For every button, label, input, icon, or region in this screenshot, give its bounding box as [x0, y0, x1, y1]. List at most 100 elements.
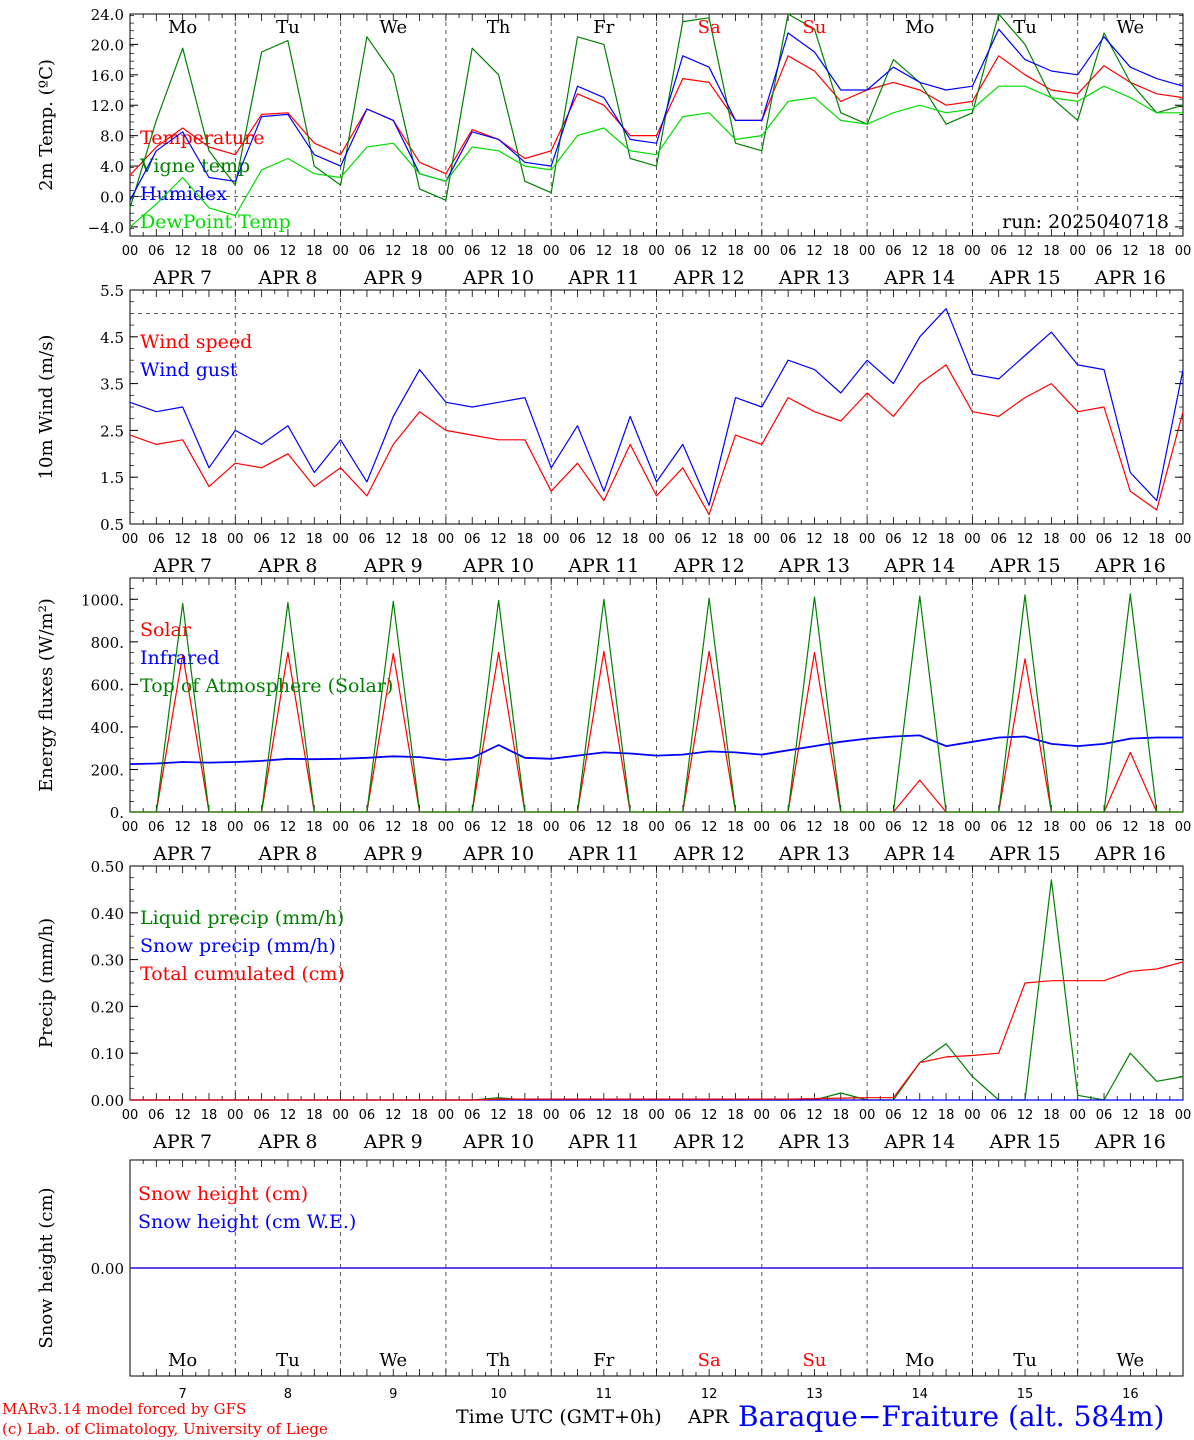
y-tick-label: 1.5 [100, 469, 124, 487]
date-label: APR 10 [462, 1131, 534, 1153]
legend-entry: Wind gust [140, 359, 238, 381]
hour-tick-label: 18 [622, 1108, 639, 1123]
hour-tick-label: 12 [174, 820, 191, 835]
date-label: APR 10 [462, 843, 534, 865]
day-number-label: 11 [596, 1387, 613, 1402]
hour-tick-label: 00 [754, 820, 771, 835]
hour-tick-label: 12 [701, 820, 718, 835]
legend-entry: Snow height (cm W.E.) [138, 1211, 356, 1233]
hour-tick-label: 00 [648, 820, 665, 835]
hour-tick-label: 00 [332, 244, 349, 259]
day-name-label: Mo [905, 1350, 934, 1371]
y-tick-label: 24.0 [91, 6, 124, 24]
hour-tick-label: 00 [648, 532, 665, 547]
hour-tick-label: 00 [648, 1108, 665, 1123]
y-tick-label: 8.0 [100, 128, 124, 146]
day-name-label: We [1117, 1350, 1145, 1371]
hour-tick-label: 00 [754, 532, 771, 547]
date-label: APR 10 [462, 555, 534, 577]
hour-tick-label: 06 [464, 1108, 481, 1123]
y-tick-label: 20.0 [91, 36, 124, 54]
hour-tick-label: 06 [464, 244, 481, 259]
y-tick-label: 2.5 [100, 422, 124, 440]
hour-tick-label: 12 [1122, 820, 1139, 835]
hour-tick-label: 12 [806, 1108, 823, 1123]
date-label: APR 13 [778, 555, 850, 577]
hour-tick-label: 06 [990, 820, 1007, 835]
date-label: APR 14 [883, 555, 955, 577]
date-label: APR 15 [989, 555, 1061, 577]
hour-tick-label: 00 [964, 1108, 981, 1123]
hour-tick-label: 00 [122, 1108, 139, 1123]
day-name-label: Th [487, 17, 511, 38]
footer-credit-1: MARv3.14 model forced by GFS [2, 1400, 247, 1418]
y-axis-label: 10m Wind (m/s) [36, 335, 57, 480]
date-label: APR 15 [989, 843, 1061, 865]
station-title: Baraque−Fraiture (alt. 584m) [738, 1400, 1165, 1433]
hour-tick-label: 12 [1017, 820, 1034, 835]
hour-tick-label: 18 [201, 532, 218, 547]
hour-tick-label: 12 [280, 532, 297, 547]
date-label: APR 11 [567, 843, 639, 865]
hour-tick-label: 06 [569, 1108, 586, 1123]
hour-tick-label: 18 [727, 1108, 744, 1123]
date-label: APR 11 [567, 555, 639, 577]
hour-tick-label: 00 [543, 244, 560, 259]
hour-tick-label: 12 [806, 244, 823, 259]
hour-tick-label: 00 [122, 820, 139, 835]
hour-tick-label: 12 [385, 1108, 402, 1123]
date-label: APR 12 [673, 843, 745, 865]
hour-tick-label: 18 [938, 1108, 955, 1123]
hour-tick-label: 18 [833, 1108, 850, 1123]
hour-tick-label: 18 [306, 244, 323, 259]
hour-tick-label: 12 [911, 1108, 928, 1123]
hour-tick-label: 06 [780, 244, 797, 259]
y-tick-label: 0.00 [91, 1092, 124, 1110]
date-label: APR 12 [673, 1131, 745, 1153]
hour-tick-label: 00 [859, 1108, 876, 1123]
hour-tick-label: 18 [517, 820, 534, 835]
series-line-vigne-temp [129, 13, 1184, 209]
hour-tick-label: 00 [438, 532, 455, 547]
hour-tick-label: 18 [833, 532, 850, 547]
series-line-humidex [129, 28, 1184, 201]
y-axis-label: Precip (mm/h) [36, 918, 57, 1048]
y-tick-label: 0.40 [91, 905, 124, 923]
y-tick-label: 3.5 [100, 376, 124, 394]
hour-tick-label: 12 [1017, 532, 1034, 547]
series-line-wind-gust [129, 308, 1184, 506]
y-tick-label: 0.20 [91, 998, 124, 1016]
hour-tick-label: 06 [780, 532, 797, 547]
day-name-label: Sa [698, 1350, 721, 1371]
hour-tick-label: 12 [596, 820, 613, 835]
hour-tick-label: 00 [543, 1108, 560, 1123]
hour-tick-label: 06 [359, 244, 376, 259]
y-tick-label: 0.10 [91, 1045, 124, 1063]
hour-tick-label: 06 [253, 820, 270, 835]
hour-tick-label: 06 [148, 244, 165, 259]
hour-tick-label: 00 [227, 244, 244, 259]
legend-entry: Infrared [140, 647, 220, 669]
hour-tick-label: 06 [359, 532, 376, 547]
y-tick-label: 4.0 [100, 158, 124, 176]
day-name-label: Fr [593, 1350, 614, 1371]
legend-entry: Humidex [140, 183, 227, 205]
hour-tick-label: 00 [1175, 1108, 1192, 1123]
run-annotation: run: 2025040718 [1002, 211, 1169, 233]
hour-tick-label: 12 [280, 244, 297, 259]
hour-tick-label: 12 [385, 244, 402, 259]
hour-tick-label: 00 [227, 820, 244, 835]
date-label: APR 15 [989, 267, 1061, 289]
legend-entry: DewPoint Temp [140, 211, 291, 233]
hour-tick-label: 12 [596, 532, 613, 547]
hour-tick-label: 12 [701, 1108, 718, 1123]
hour-tick-label: 00 [438, 1108, 455, 1123]
day-name-label: We [379, 1350, 407, 1371]
date-label: APR 9 [363, 555, 423, 577]
hour-tick-label: 00 [754, 1108, 771, 1123]
day-name-label: Tu [276, 1350, 300, 1371]
hour-tick-label: 18 [201, 1108, 218, 1123]
hour-tick-label: 06 [464, 532, 481, 547]
hour-tick-label: 12 [490, 532, 507, 547]
